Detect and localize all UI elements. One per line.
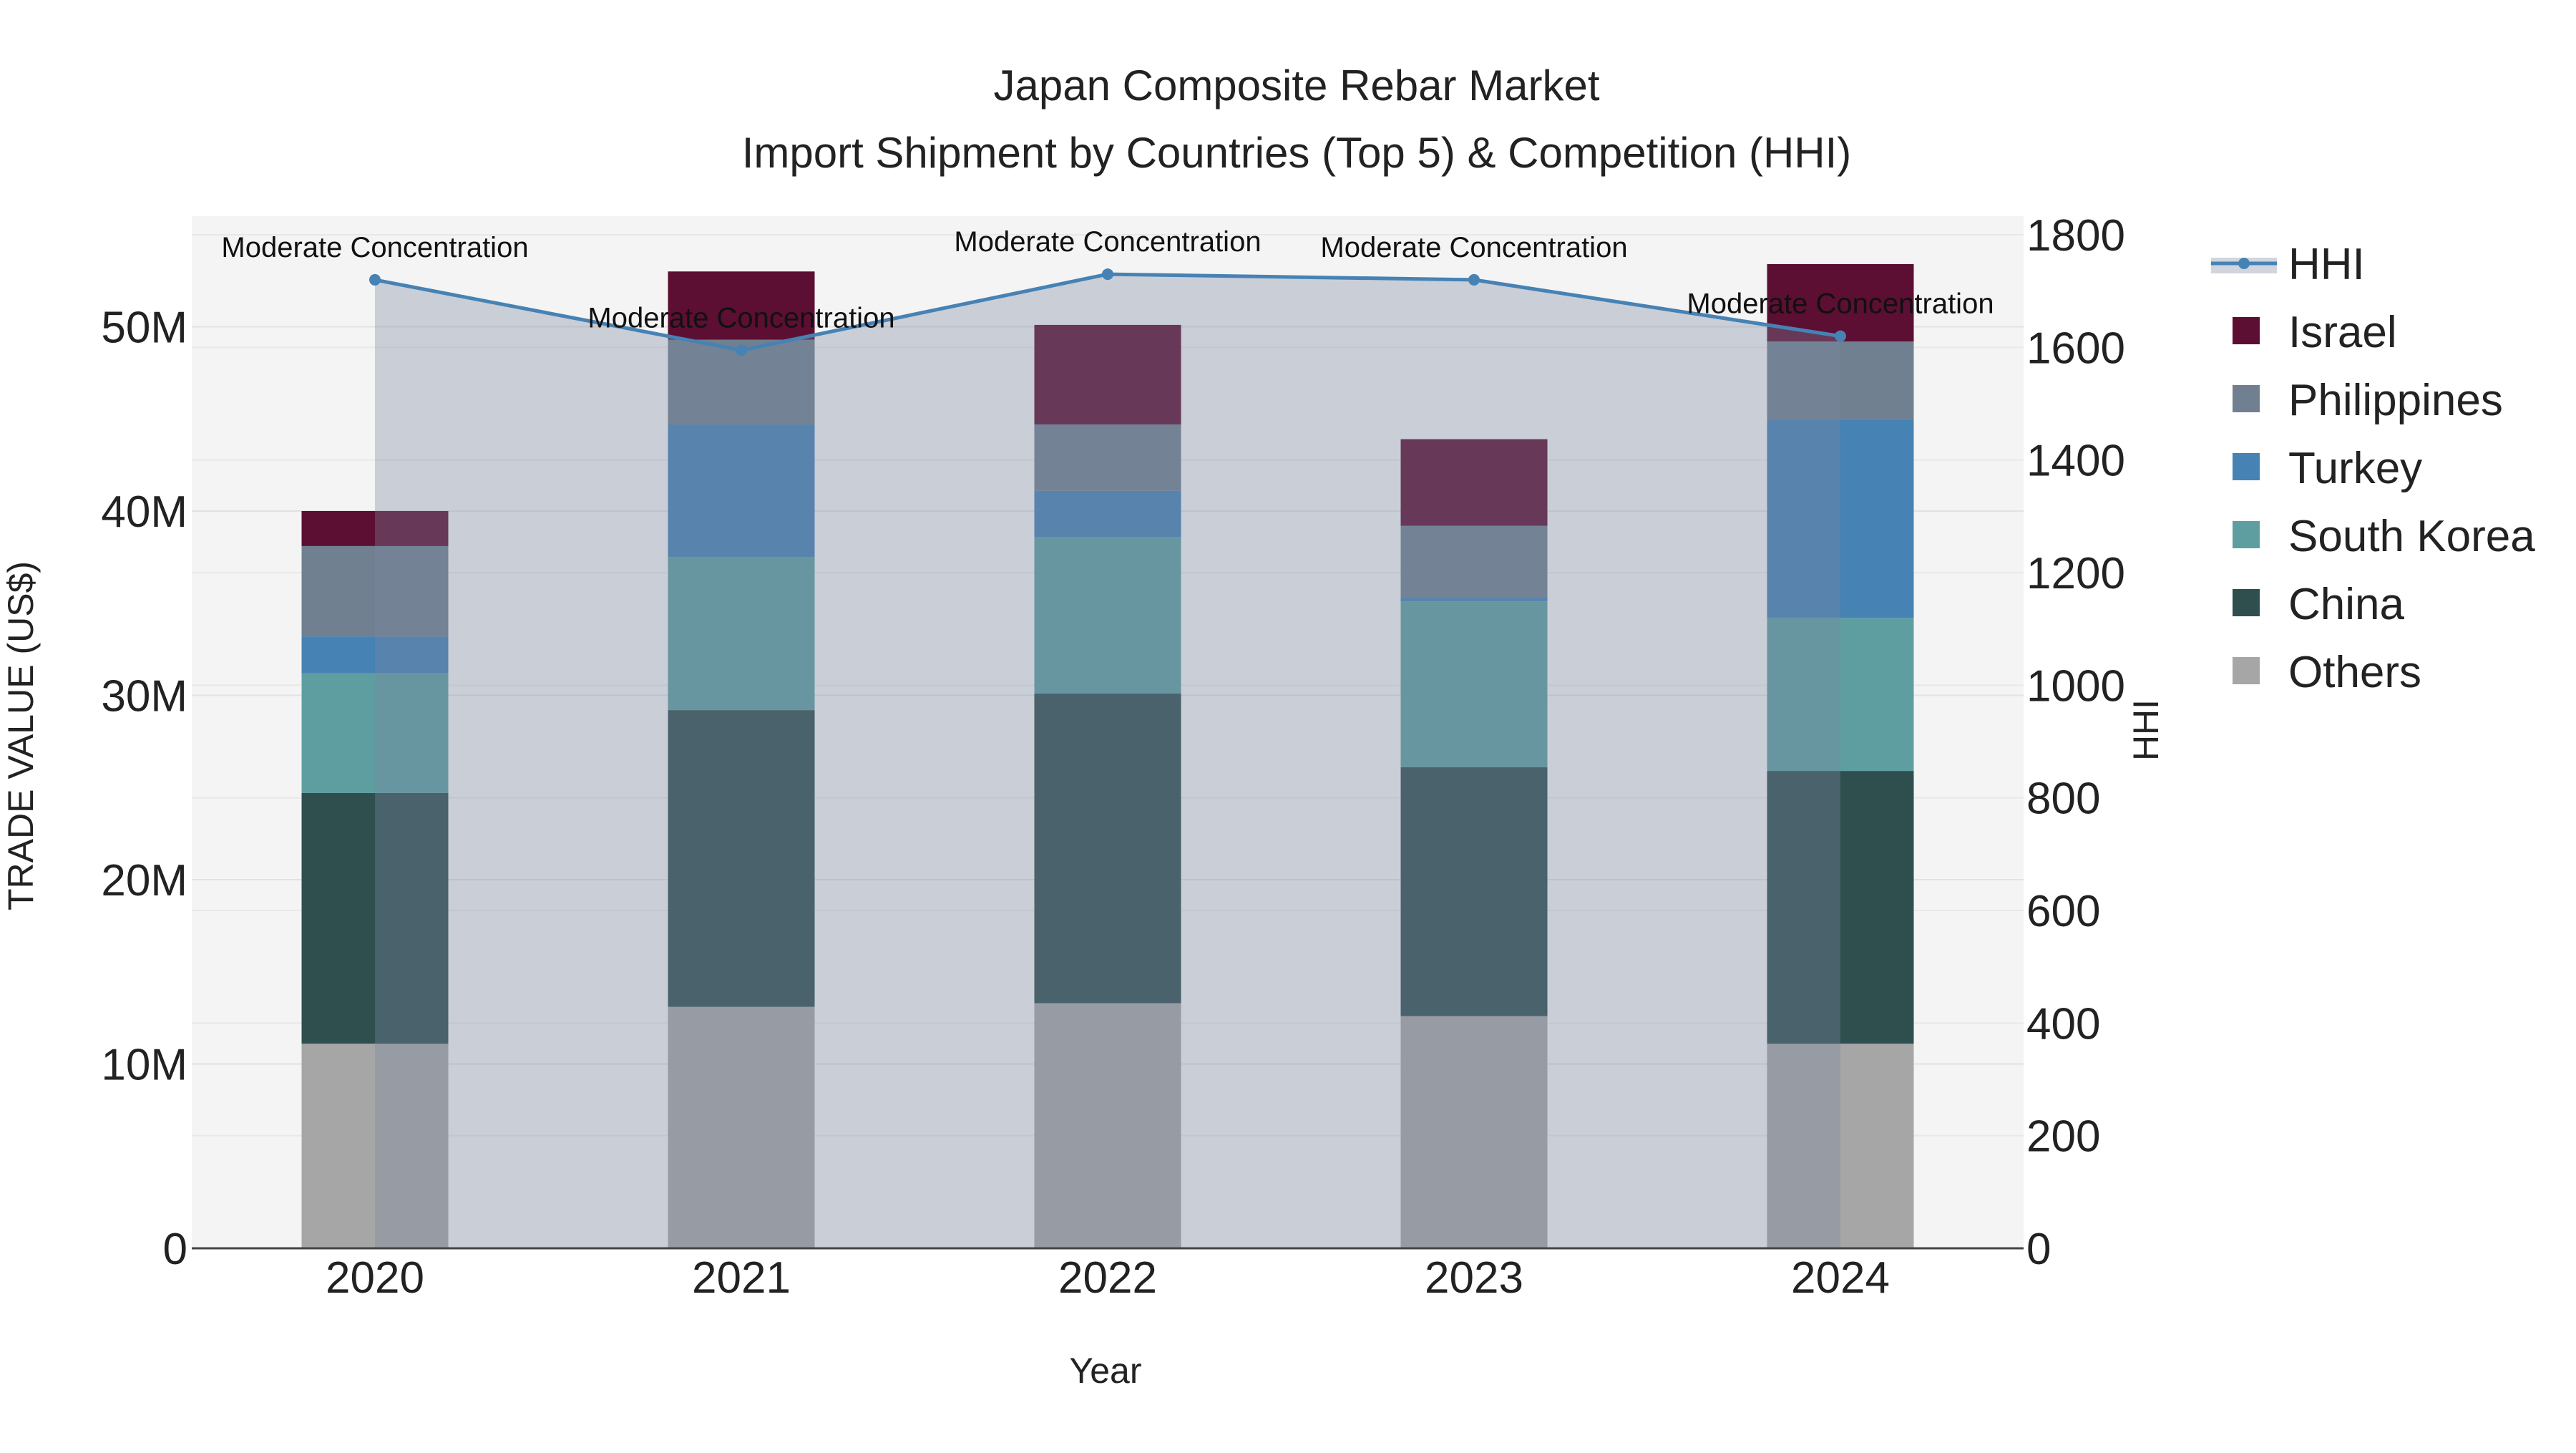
hhi-annotation-2024: Moderate Concentration [1687, 288, 1994, 320]
y2-tick-label: 400 [2026, 999, 2100, 1049]
bar-segment-china-2020 [301, 792, 449, 1044]
chart-title: Japan Composite Rebar Market [993, 62, 1599, 110]
bar-segment-turkey-2024 [1767, 419, 1914, 618]
bar-segment-turkey-2023 [1400, 598, 1548, 602]
bar-segment-china-2023 [1400, 767, 1548, 1016]
bar-segment-south-korea-2020 [301, 673, 449, 793]
legend: HHI Israel Philippines Turkey South Korea Chi… [2211, 240, 2535, 697]
bar-segment-philippines-2022 [1034, 424, 1181, 491]
x-tick-label: 2022 [1058, 1253, 1157, 1303]
hhi-annotation-2020: Moderate Concentration [221, 232, 528, 263]
bar-segment-turkey-2020 [301, 636, 449, 674]
legend-label-hhi: HHI [2288, 240, 2365, 289]
x-axis-label: Year [1069, 1351, 1141, 1391]
legend-label-south-korea: South Korea [2288, 512, 2535, 561]
legend-label-others: Others [2288, 648, 2421, 697]
y2-axis-label: HHI [2126, 699, 2166, 761]
bar-segment-israel-2023 [1400, 439, 1548, 526]
y-tick-label: 10M [101, 1041, 187, 1090]
legend-swatch-turkey [2233, 453, 2260, 480]
legend-label-philippines: Philippines [2288, 376, 2503, 425]
y-tick-label: 40M [101, 487, 187, 537]
bar-segment-philippines-2020 [301, 545, 449, 637]
legend-swatch-china [2233, 589, 2260, 616]
bar-segment-philippines-2024 [1767, 341, 1914, 419]
legend-swatch-hhi-point [2238, 258, 2250, 269]
y2-tick-label: 800 [2026, 774, 2100, 824]
legend-swatch-south-korea [2233, 521, 2260, 548]
hhi-point-2023 [1468, 273, 1480, 286]
bar-segment-israel-2021 [668, 271, 815, 340]
bar-segment-china-2021 [668, 710, 815, 1007]
bar-segment-south-korea-2024 [1767, 618, 1914, 772]
axes: 0 10M 20M 30M 40M 50M 0 200 400 600 800 1000 1200 140… [101, 211, 2125, 1303]
y2-tick-label: 1600 [2026, 324, 2125, 373]
y-tick-label: 30M [101, 672, 187, 721]
bar-segment-turkey-2021 [668, 424, 815, 558]
bar-segment-others-2023 [1400, 1016, 1548, 1248]
bars [301, 263, 1914, 1248]
hhi-annotation-2021: Moderate Concentration [587, 302, 894, 334]
bar-segment-others-2020 [301, 1044, 449, 1248]
y-axis-label: TRADE VALUE (US$) [1, 561, 41, 910]
chart-subtitle: Import Shipment by Countries (Top 5) & C… [742, 129, 1852, 177]
y2-tick-label: 200 [2026, 1112, 2100, 1162]
y2-tick-label: 600 [2026, 887, 2100, 936]
hhi-annotation-2023: Moderate Concentration [1320, 232, 1627, 263]
hhi-point-2022 [1102, 268, 1113, 281]
legend-label-china: China [2288, 580, 2405, 629]
hhi-point-2024 [1835, 330, 1846, 342]
bar-segment-israel-2022 [1034, 324, 1181, 424]
legend-swatch-israel [2233, 317, 2260, 344]
y2-tick-label: 1000 [2026, 661, 2125, 711]
x-tick-label: 2024 [1791, 1253, 1890, 1303]
bar-segment-others-2024 [1767, 1044, 1914, 1248]
legend-swatch-others [2233, 657, 2260, 684]
hhi-area [375, 274, 1840, 1249]
y2-tick-label: 1400 [2026, 437, 2125, 486]
y-tick-label: 20M [101, 856, 187, 905]
hhi-point-2020 [369, 273, 381, 286]
bar-segment-philippines-2023 [1400, 525, 1548, 598]
y2-tick-label: 1800 [2026, 211, 2125, 261]
y-tick-label: 0 [163, 1225, 187, 1274]
legend-label-israel: Israel [2288, 308, 2397, 357]
bar-segment-israel-2020 [301, 511, 449, 546]
hhi-layer: Moderate Concentration Moderate Concentra… [221, 226, 1994, 1249]
hhi-annotation-2022: Moderate Concentration [954, 226, 1261, 258]
x-tick-label: 2021 [692, 1253, 791, 1303]
bar-segment-others-2021 [668, 1006, 815, 1248]
bar-segment-south-korea-2023 [1400, 601, 1548, 767]
y2-tick-label: 0 [2026, 1225, 2051, 1274]
bar-segment-others-2022 [1034, 1003, 1181, 1248]
bar-segment-china-2024 [1767, 771, 1914, 1044]
hhi-point-2021 [736, 344, 747, 356]
bar-segment-turkey-2022 [1034, 490, 1181, 538]
legend-swatch-philippines [2233, 385, 2260, 412]
x-tick-label: 2023 [1425, 1253, 1523, 1303]
y2-tick-label: 1200 [2026, 549, 2125, 598]
y-tick-label: 50M [101, 303, 187, 353]
bar-segment-south-korea-2022 [1034, 537, 1181, 694]
x-tick-label: 2020 [326, 1253, 424, 1303]
bar-segment-south-korea-2021 [668, 557, 815, 711]
bar-segment-china-2022 [1034, 693, 1181, 1004]
legend-label-turkey: Turkey [2288, 444, 2422, 493]
